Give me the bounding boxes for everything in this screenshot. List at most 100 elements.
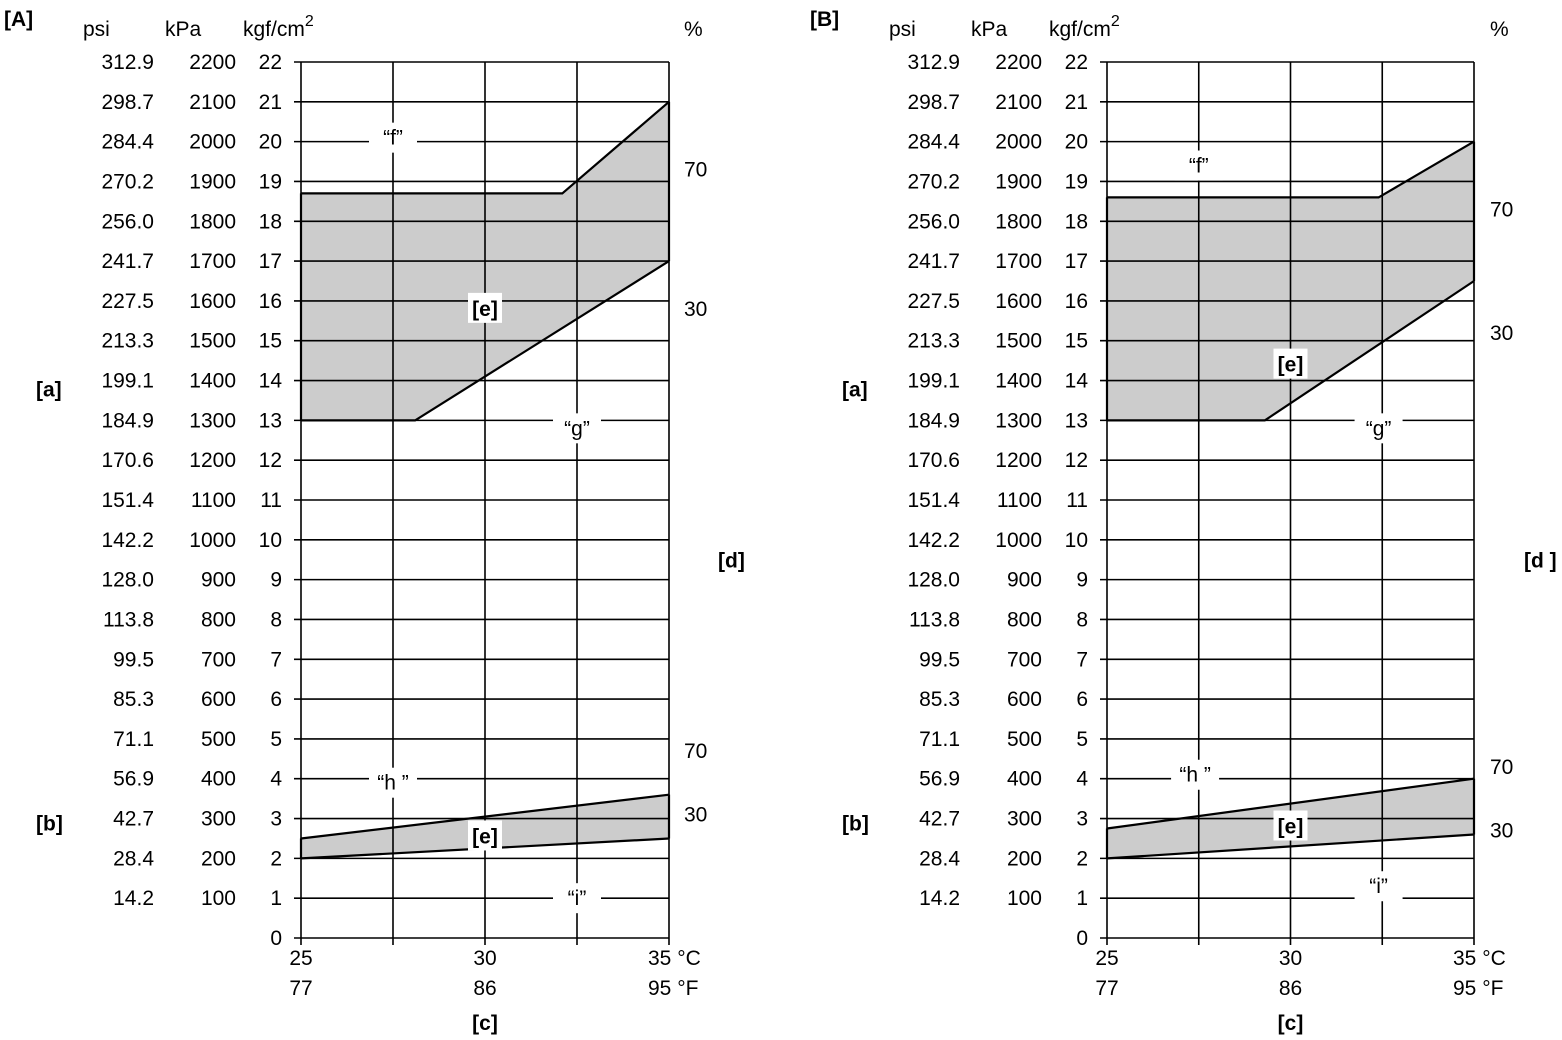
y-tick-kgf: 18	[1065, 210, 1088, 233]
region-label-box	[468, 292, 502, 323]
high-region-lower-line	[1107, 280, 1475, 422]
y-tick-kpa: 1700	[995, 250, 1042, 273]
x-tick-fahrenheit: 86	[473, 977, 496, 1000]
y-tick-psi: 113.8	[909, 608, 960, 631]
chart-panel-a: 0110014.2220028.4330042.7440056.9550071.…	[4, 8, 745, 1035]
y-tick-kgf: 8	[1076, 608, 1088, 631]
axis-label-humidity: [d]	[718, 550, 745, 573]
y-tick-psi: 284.4	[907, 131, 960, 154]
high-region-upper-line	[1107, 140, 1475, 199]
y-tick-kpa: 1100	[191, 489, 236, 512]
annotation-label: “g”	[564, 417, 590, 440]
y-tick-kgf: 6	[1076, 688, 1088, 711]
y-tick-kgf: 18	[259, 210, 282, 233]
y-tick-kgf: 14	[1065, 370, 1089, 393]
y-tick-psi: 227.5	[907, 290, 960, 313]
y-tick-psi: 56.9	[919, 768, 960, 791]
y-tick-kpa: 2100	[995, 91, 1042, 114]
y-tick-kpa: 1200	[995, 449, 1042, 472]
y-tick-kgf: 20	[1065, 131, 1088, 154]
y-tick-kpa: 300	[201, 808, 236, 831]
y-tick-kgf: 10	[1065, 529, 1088, 552]
y-tick-psi: 270.2	[101, 170, 154, 193]
y-tick-kpa: 1100	[997, 489, 1042, 512]
annotation-box	[553, 883, 601, 914]
y-tick-kgf: 10	[259, 529, 282, 552]
y-tick-kpa: 2200	[995, 51, 1042, 74]
y-tick-kgf: 17	[259, 250, 282, 273]
y-tick-psi: 298.7	[907, 91, 960, 114]
annotation-label: “i”	[568, 887, 587, 910]
y-tick-kpa: 1800	[995, 210, 1042, 233]
y-tick-kpa: 600	[1007, 688, 1042, 711]
y-tick-psi: 14.2	[113, 887, 154, 910]
y-tick-kpa: 1600	[189, 290, 236, 313]
y-tick-psi: 241.7	[101, 250, 154, 273]
y-tick-kpa: 200	[1007, 847, 1042, 870]
y-tick-psi: 151.4	[907, 489, 960, 512]
x-tick-celsius: 25	[289, 947, 312, 970]
y-tick-psi: 298.7	[101, 91, 154, 114]
y-tick-psi: 170.6	[101, 449, 154, 472]
y-tick-kpa: 500	[201, 728, 236, 751]
y-tick-kgf: 20	[259, 131, 282, 154]
y-tick-kgf: 4	[270, 768, 282, 791]
annotation-box	[1354, 413, 1403, 444]
x-tick-fahrenheit: 77	[1095, 977, 1118, 1000]
axis-label-low-pressure: [b]	[36, 812, 63, 835]
y-tick-kgf: 13	[259, 409, 282, 432]
y-tick-kgf: 14	[259, 370, 283, 393]
unit-header-kgf-base: kgf/cm	[1049, 18, 1111, 41]
y-tick-kpa: 2000	[995, 131, 1042, 154]
y-tick-kpa: 100	[1007, 887, 1042, 910]
y-tick-psi: 270.2	[907, 170, 960, 193]
region-label: [e]	[1278, 816, 1304, 839]
y-tick-kgf: 11	[1066, 489, 1088, 512]
panel-label: [A]	[4, 8, 33, 31]
x-tick-fahrenheit: 95 °F	[1453, 977, 1503, 1000]
axis-label-high-pressure: [a]	[842, 378, 868, 401]
y-tick-psi: 256.0	[907, 210, 960, 233]
rh-label: 30	[684, 804, 707, 827]
y-tick-kpa: 200	[201, 847, 236, 870]
y-tick-kgf: 17	[1065, 250, 1088, 273]
annotation-box	[369, 122, 417, 153]
high-region-upper-line	[301, 100, 670, 195]
annotation-box	[369, 767, 417, 798]
y-tick-kpa: 900	[1007, 569, 1042, 592]
unit-header-kpa: kPa	[165, 18, 202, 41]
rh-label: 70	[684, 159, 707, 182]
y-tick-kgf: 9	[270, 569, 282, 592]
y-tick-kpa: 1500	[995, 330, 1042, 353]
low-region-upper-line	[300, 793, 670, 840]
y-tick-kgf: 16	[259, 290, 282, 313]
rh-label: 70	[1490, 756, 1513, 779]
annotation-label: “h ”	[1179, 764, 1211, 787]
y-tick-psi: 128.0	[101, 569, 154, 592]
y-tick-kgf: 16	[1065, 290, 1088, 313]
y-tick-kgf: 11	[260, 489, 282, 512]
unit-header-kgf: kgf/cm2	[243, 13, 314, 41]
rh-label: 30	[1490, 819, 1513, 842]
y-tick-kpa: 1900	[189, 170, 236, 193]
annotation-box	[1171, 759, 1220, 790]
y-tick-kgf: 21	[259, 91, 282, 114]
annotation-box	[1174, 150, 1223, 181]
y-tick-kpa: 100	[201, 887, 236, 910]
y-tick-kgf: 19	[259, 170, 282, 193]
x-tick-celsius: 30	[1279, 947, 1302, 970]
y-tick-kpa: 1400	[995, 370, 1042, 393]
x-tick-fahrenheit: 86	[1279, 977, 1302, 1000]
low-region-lower-line	[1106, 833, 1475, 860]
annotation-label: “f”	[1189, 155, 1209, 178]
y-tick-kpa: 1800	[189, 210, 236, 233]
unit-header-kgf: kgf/cm2	[1049, 13, 1120, 41]
chart-panel-b: 0110014.2220028.4330042.7440056.9550071.…	[810, 8, 1557, 1035]
y-tick-kpa: 900	[201, 569, 236, 592]
rh-label: 70	[1490, 198, 1513, 221]
y-tick-kpa: 1200	[189, 449, 236, 472]
y-tick-psi: 128.0	[907, 569, 960, 592]
y-tick-kpa: 400	[1007, 768, 1042, 791]
annotation-label: “f”	[383, 127, 403, 150]
y-tick-kpa: 1500	[189, 330, 236, 353]
